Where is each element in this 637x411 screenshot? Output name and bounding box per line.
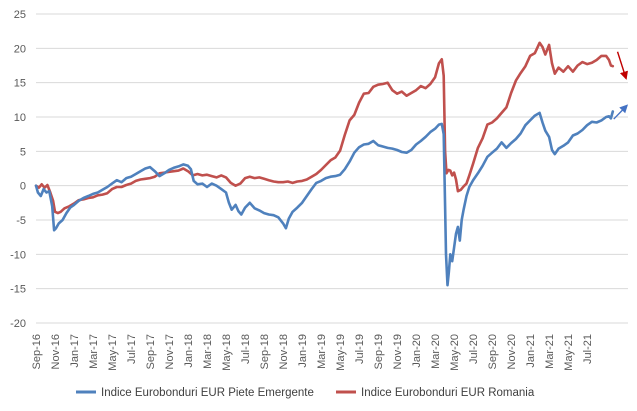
x-tick-label: Nov-20 [506, 334, 518, 369]
y-axis-ticks: 25 20 15 10 5 0 -5 -10 -15 -20 [10, 9, 26, 330]
x-tick-label: Jan-17 [69, 334, 81, 368]
x-tick-label: Jan-21 [525, 334, 537, 368]
legend-label-romania: Indice Eurobonduri EUR Romania [361, 387, 535, 399]
x-tick-label: Mar-19 [316, 334, 328, 369]
series-line-1 [34, 41, 615, 215]
x-tick-label: Mar-18 [202, 334, 214, 369]
red-trend-arrow [616, 51, 628, 80]
x-tick-label: Jul-20 [468, 334, 480, 364]
y-tick-label: -15 [10, 284, 26, 296]
x-tick-label: May-19 [335, 334, 347, 371]
x-tick-label: Jul-19 [354, 334, 366, 364]
gridlines [36, 13, 628, 324]
x-tick-label: Mar-17 [88, 334, 100, 369]
x-tick-label: Sep-20 [487, 334, 499, 369]
x-tick-label: Mar-21 [544, 334, 556, 369]
x-tick-label: Sep-16 [31, 334, 43, 369]
y-tick-label: 10 [14, 112, 26, 124]
x-tick-label: Jul-18 [240, 334, 252, 364]
x-tick-label: Sep-17 [145, 334, 157, 369]
annotations [613, 51, 629, 120]
y-tick-label: -5 [16, 215, 26, 227]
x-tick-label: May-21 [563, 334, 575, 371]
x-tick-label: Sep-19 [373, 334, 385, 369]
y-tick-label: 15 [14, 78, 26, 90]
y-tick-label: 25 [14, 9, 26, 21]
x-axis-ticks: Sep-16 Nov-16 Jan-17 Mar-17 May-17 Jul-17 Sep-… [31, 334, 594, 371]
x-tick-label: Nov-17 [164, 334, 176, 369]
x-tick-label: Mar-20 [430, 334, 442, 369]
x-tick-label: May-20 [449, 334, 461, 371]
y-tick-label: 5 [20, 146, 26, 158]
blue-trend-arrow [613, 104, 629, 120]
x-tick-label: Nov-18 [278, 334, 290, 369]
y-tick-label: -20 [10, 318, 26, 330]
y-tick-label: 20 [14, 43, 26, 55]
x-tick-label: May-17 [107, 334, 119, 371]
x-tick-label: Sep-18 [259, 334, 271, 369]
x-tick-label: Jan-20 [411, 334, 423, 368]
y-tick-label: 0 [20, 181, 26, 193]
legend: Indice Eurobonduri EUR Piete Emergente I… [76, 387, 535, 399]
x-tick-label: May-18 [221, 334, 233, 371]
x-tick-label: Jul-17 [126, 334, 138, 364]
x-tick-label: Jan-18 [183, 334, 195, 368]
series-lines [34, 41, 615, 287]
legend-label-emergente: Indice Eurobonduri EUR Piete Emergente [101, 387, 314, 399]
x-tick-label: Jan-19 [297, 334, 309, 368]
series-line-0 [34, 110, 615, 287]
x-tick-label: Nov-16 [50, 334, 62, 369]
x-tick-label: Nov-19 [392, 334, 404, 369]
x-tick-label: Jul-21 [582, 334, 594, 364]
y-tick-label: -10 [10, 249, 26, 261]
